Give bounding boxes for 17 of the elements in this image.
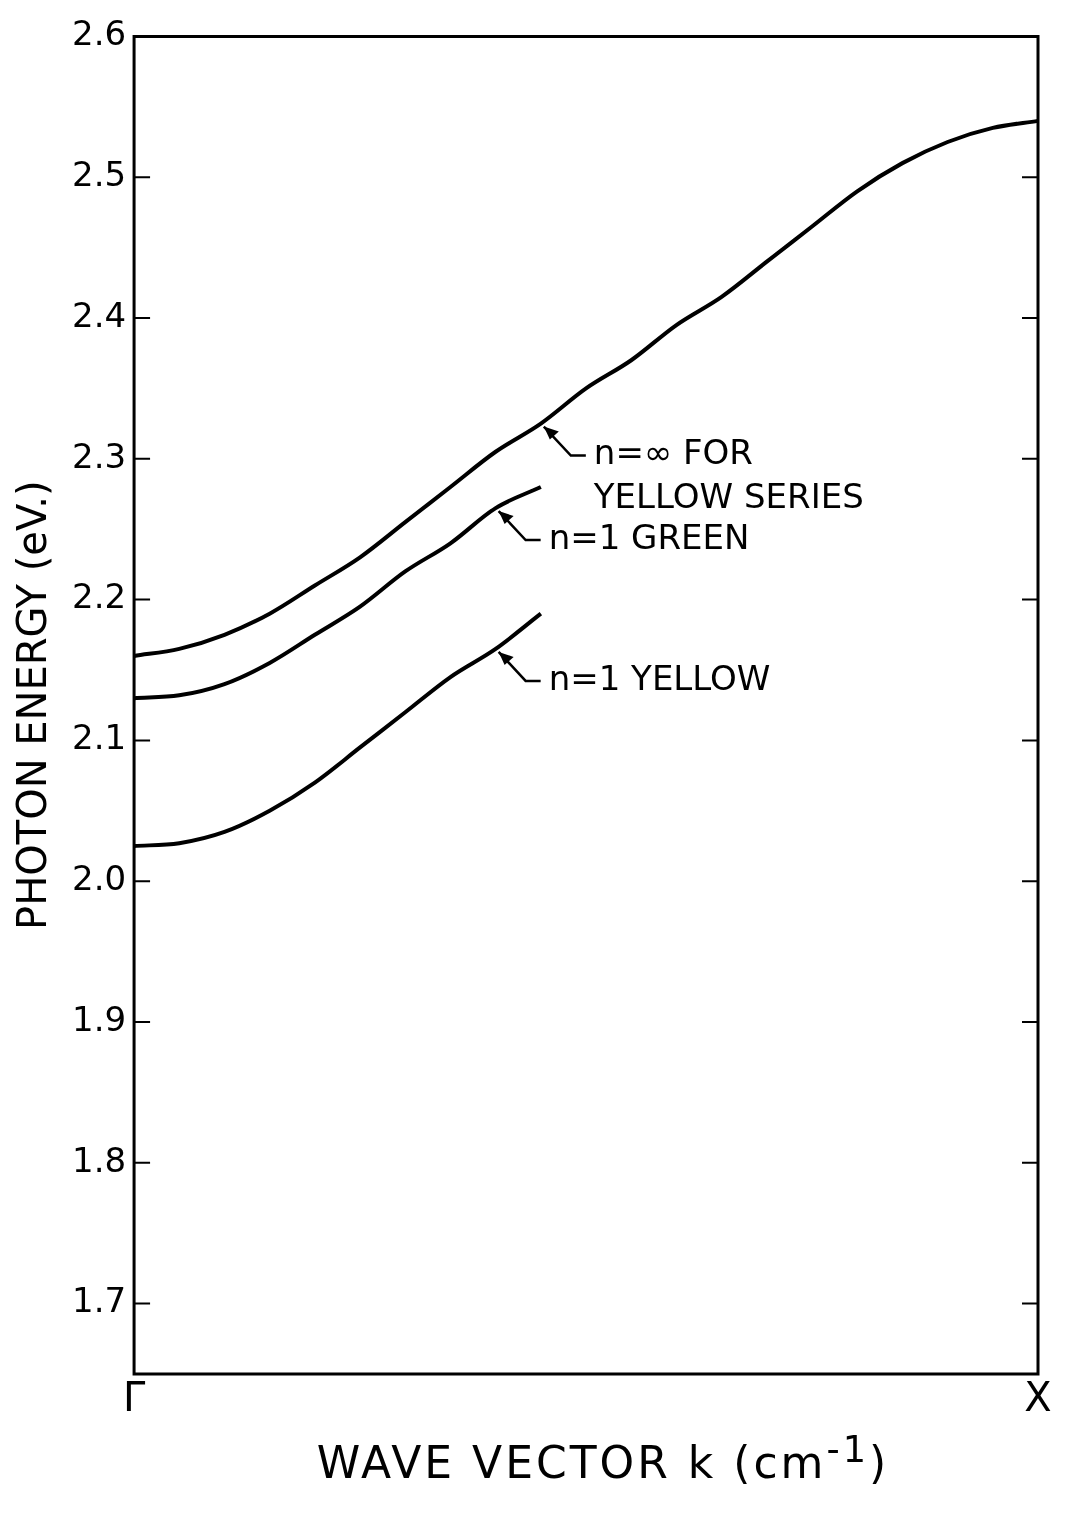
x-tick-label: Γ: [122, 1374, 146, 1421]
x-tick-label: X: [1024, 1374, 1052, 1421]
x-axis-title: WAVE VECTOR k (cm$^{-1}$): [315, 1428, 891, 1488]
y-tick-label: 2.5: [71, 154, 127, 195]
annotation: n=1 YELLOW: [548, 657, 771, 698]
y-tick-label: 1.9: [71, 998, 127, 1039]
y-tick-label: 1.7: [71, 1280, 127, 1321]
y-tick-label: 2.6: [71, 13, 127, 54]
y-tick-label: 2.0: [71, 858, 127, 899]
annotation: n=∞ FOR YELLOW SERIES: [592, 432, 864, 517]
y-axis-title: PHOTON ENERGY (eV.): [9, 480, 56, 930]
y-tick-label: 1.8: [71, 1139, 127, 1180]
y-tick-label: 2.1: [71, 717, 127, 758]
annotation: n=1 GREEN: [548, 516, 750, 557]
y-tick-label: 2.2: [71, 576, 127, 617]
y-tick-label: 2.4: [71, 294, 127, 335]
y-tick-label: 2.3: [71, 435, 127, 476]
